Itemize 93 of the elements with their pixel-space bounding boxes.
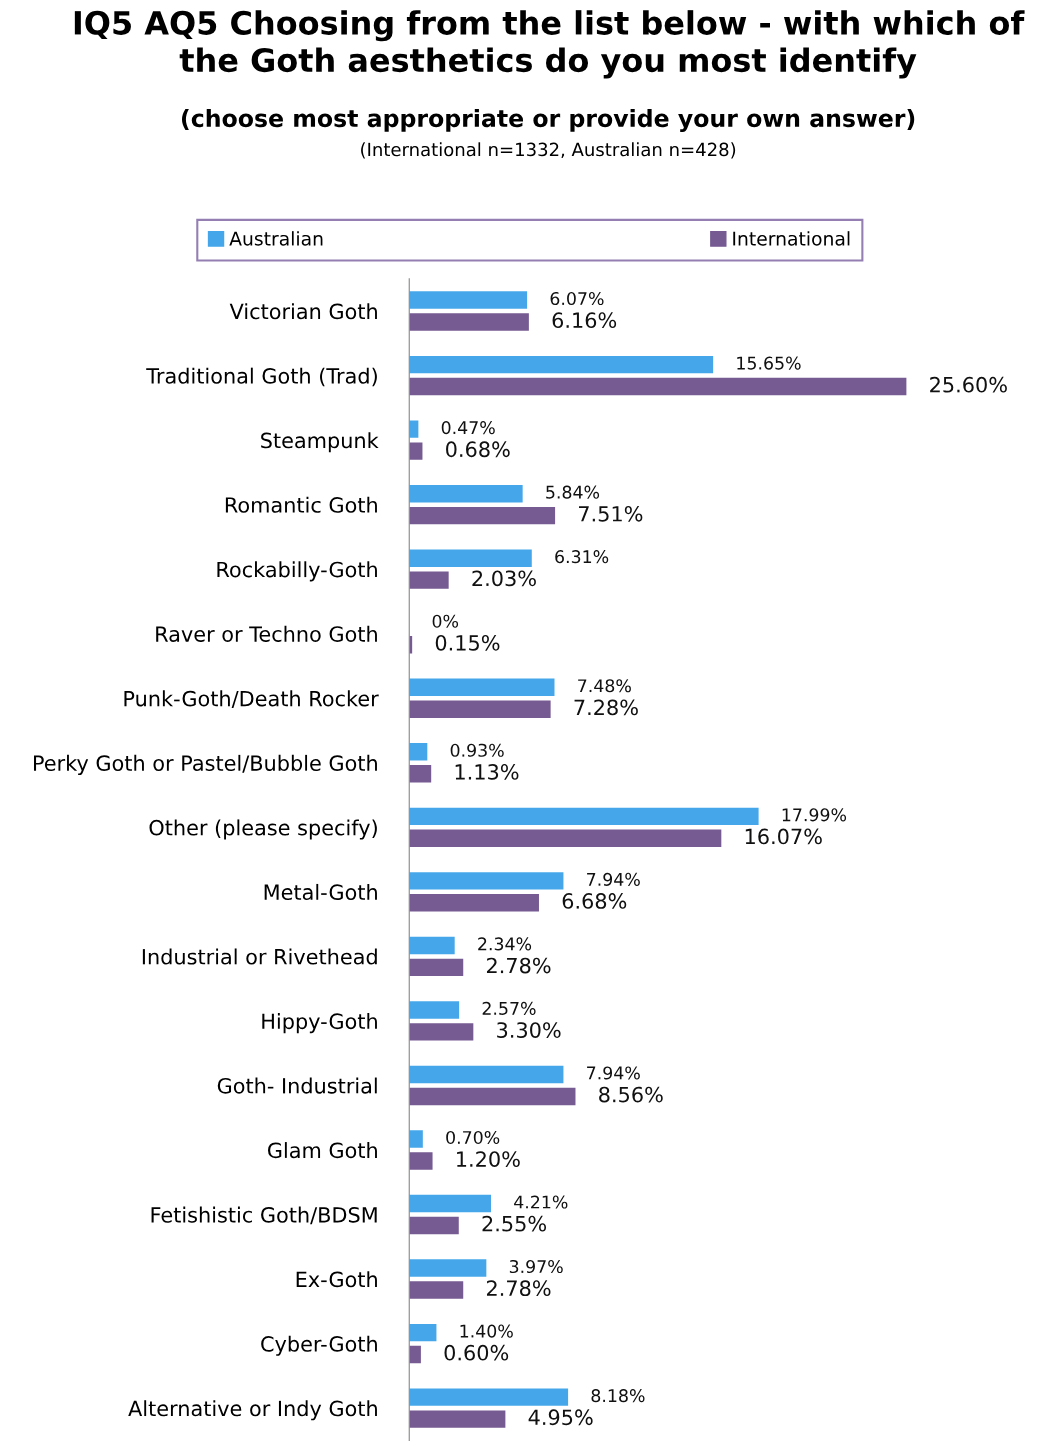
data-label: 0.68% (446, 441, 510, 458)
bar (409, 1281, 464, 1299)
y-tick-label: Steampunk (261, 432, 379, 453)
bar (409, 484, 523, 503)
bar (409, 829, 722, 847)
bar (409, 1323, 437, 1342)
y-tick-label: Perky Goth or Pastel/Bubble Goth (34, 754, 377, 776)
data-label: 4.95% (528, 1409, 593, 1426)
data-label: 3.97% (509, 1259, 563, 1274)
data-label: 5.84% (546, 485, 600, 499)
bar (409, 958, 464, 977)
data-label: 7.94% (587, 1066, 640, 1080)
data-label: 15.65% (737, 356, 801, 370)
y-tick-label: Punk-Goth/Death Rocker (124, 690, 379, 709)
y-tick-label: Victorian Goth (229, 303, 377, 320)
bar (409, 1345, 421, 1364)
y-tick-label: Rockabilly-Goth (217, 561, 377, 582)
data-label: 0% (432, 614, 459, 628)
bar (409, 313, 529, 331)
y-tick-label: Glam Goth (267, 1142, 377, 1159)
data-label: 8.18% (591, 1389, 645, 1403)
bar (409, 1023, 474, 1041)
data-label: 0.70% (446, 1130, 500, 1145)
bar (409, 1194, 491, 1213)
bar (409, 291, 528, 309)
bar (409, 1152, 433, 1170)
data-label: 1.13% (455, 764, 519, 780)
bar (409, 700, 551, 718)
data-label: 0.93% (450, 743, 504, 757)
data-label: 1.40% (460, 1324, 513, 1338)
y-tick-label: Cyber-Goth (261, 1335, 377, 1356)
data-label: 6.16% (552, 312, 617, 329)
y-tick-label: Industrial or Rivethead (142, 948, 377, 965)
chart-subtitle: (choose most appropriate or provide your own answer) (181, 108, 915, 132)
bar (409, 765, 432, 783)
bar (409, 1130, 423, 1148)
data-label: 0.47% (441, 421, 495, 435)
bar (409, 1216, 459, 1235)
bar (409, 506, 556, 525)
bar (409, 743, 428, 761)
data-label: 8.56% (599, 1086, 663, 1103)
y-tick-label: Goth- Industrial (217, 1077, 377, 1094)
legend-label: Australian (229, 231, 323, 246)
bar (409, 355, 714, 374)
data-label: 1.20% (457, 1151, 520, 1167)
bar (409, 894, 539, 912)
data-label: 2.57% (482, 1001, 536, 1015)
data-label: 2.55% (482, 1215, 547, 1232)
bar (409, 571, 449, 589)
bar (409, 872, 564, 890)
data-label: 2.78% (486, 957, 551, 974)
y-tick-label: Traditional Goth (Trad) (146, 367, 377, 387)
data-label: 0.15% (435, 634, 500, 651)
data-label: 6.68% (562, 893, 627, 909)
bar (409, 936, 455, 955)
y-tick-label: Ex-Goth (296, 1271, 377, 1288)
bar (409, 807, 759, 826)
data-label: 2.34% (478, 937, 532, 951)
text: (International n=1332, Australian n=428) (361, 142, 736, 159)
bar (409, 377, 907, 396)
data-label: 6.07% (550, 291, 604, 306)
data-label: 16.07% (745, 828, 822, 845)
data-label: 3.30% (497, 1022, 561, 1038)
data-label: 7.51% (579, 505, 643, 522)
bar (409, 678, 555, 696)
data-label: 2.78% (486, 1280, 551, 1297)
y-tick-label: Metal-Goth (264, 883, 377, 901)
bar (409, 1001, 460, 1019)
chart-title: IQ5 AQ5 Choosing from the list below - with which of the Goth aesthetics do you most identify (74, 10, 1025, 79)
data-label: 7.28% (574, 699, 638, 716)
y-tick-label: Raver or Techno Goth (156, 625, 377, 642)
bar (409, 1388, 569, 1406)
data-label: 7.48% (578, 679, 631, 693)
data-label: 0.60% (444, 1344, 509, 1361)
bar (409, 442, 423, 460)
data-label: 17.99% (782, 808, 847, 822)
bar (409, 549, 532, 567)
data-label: 7.94% (587, 872, 640, 886)
data-label: 4.21% (514, 1195, 568, 1209)
y-tick-label: Hippy-Goth (262, 1013, 377, 1034)
y-tick-label: Alternative or Indy Goth (128, 1400, 377, 1421)
bar (409, 420, 419, 438)
data-label: 6.31% (555, 550, 609, 564)
y-tick-label: Fetishistic Goth/BDSM (151, 1206, 377, 1225)
legend-label: International (733, 231, 850, 246)
data-label: 2.03% (472, 570, 536, 587)
y-tick-label: Romantic Goth (225, 496, 377, 513)
bar (409, 1259, 487, 1277)
bar (409, 1410, 506, 1428)
data-label: 25.60% (930, 376, 1007, 393)
bar (409, 1087, 576, 1106)
bar (409, 1065, 564, 1084)
y-tick-label: Other (please specify) (149, 819, 377, 840)
